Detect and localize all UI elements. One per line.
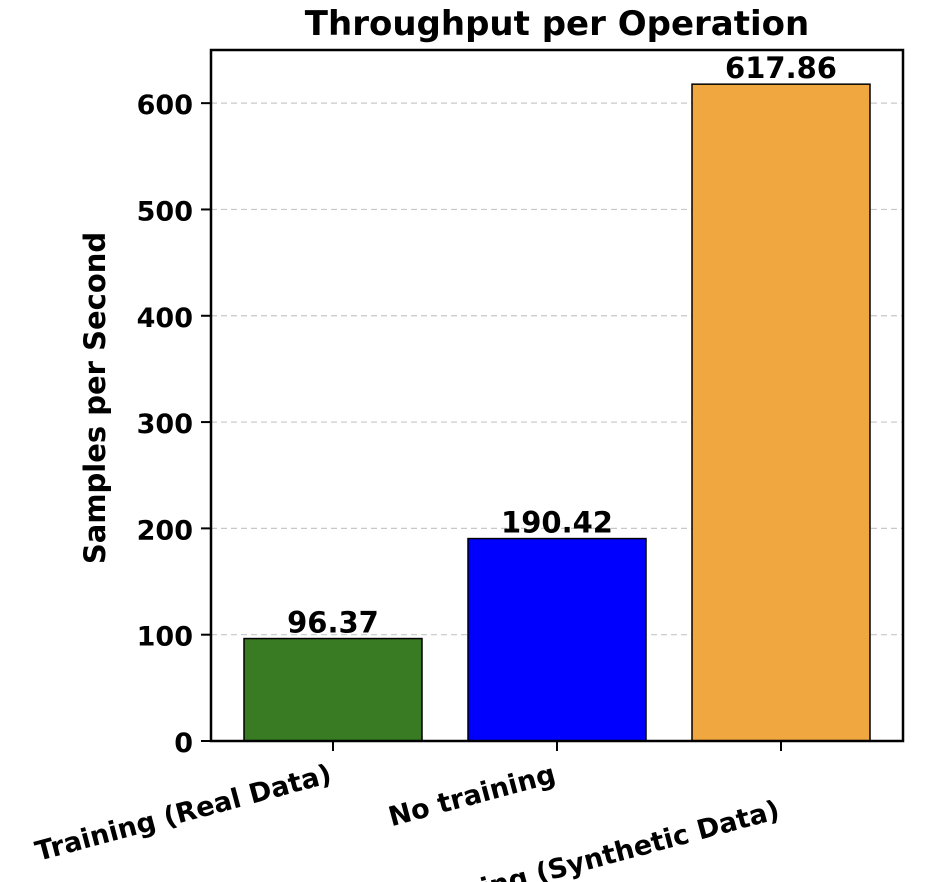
value-labels: 96.37 190.42 617.86 [287, 51, 837, 639]
y-tick-label: 500 [137, 196, 193, 227]
y-axis-label: Samples per Second [78, 232, 112, 564]
bar [243, 637, 423, 742]
y-tick-label: 200 [137, 515, 193, 546]
y-tick-label: 300 [137, 409, 193, 440]
y-axis-ticks: 0 100 200 300 400 500 600 [137, 90, 211, 759]
bar [691, 83, 871, 742]
y-tick-label: 100 [137, 622, 193, 653]
x-tick-label: Training (Real Data) [32, 759, 335, 868]
y-tick-label: 0 [174, 728, 193, 759]
bar-value-label: 617.86 [725, 51, 837, 85]
bar-value-label: 190.42 [501, 506, 613, 540]
bars [243, 83, 871, 742]
chart-title: Throughput per Operation [305, 4, 809, 44]
plot-frame [209, 48, 905, 743]
y-tick-label: 600 [137, 90, 193, 121]
x-tick-label: No training [385, 759, 558, 833]
x-axis-ticks: Training (Real Data) No trainingTraining … [32, 741, 783, 882]
bar-value-label: 96.37 [287, 606, 379, 640]
y-tick-label: 400 [137, 303, 193, 334]
bar [467, 537, 647, 742]
